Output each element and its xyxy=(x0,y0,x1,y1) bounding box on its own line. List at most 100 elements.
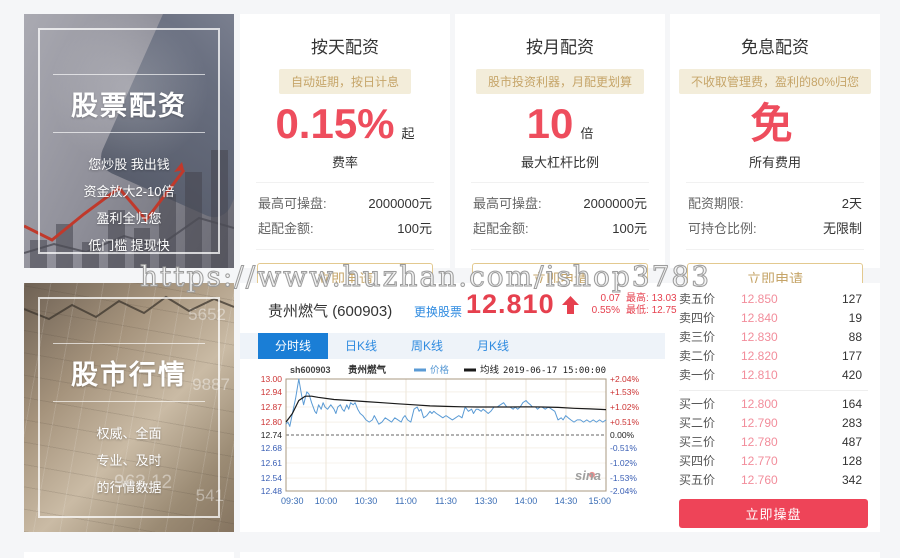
chart-tab-bar: 分时线 日K线 周K线 月K线 xyxy=(240,333,665,359)
svg-text:-2.04%: -2.04% xyxy=(610,486,637,496)
next-section-peek xyxy=(24,552,234,558)
buy-row: 买二价 12.790 283 xyxy=(679,416,862,430)
background-number: 5652 xyxy=(188,305,226,324)
banner-frame: 股市行情 权威、全面 专业、及时 的行情数据 xyxy=(38,297,220,518)
stock-quote-panel: 贵州燃气 (600903) 更换股票 12.810 0.07 0.55% 最高: … xyxy=(240,283,880,532)
plan-card-daily: 按天配资 自动延期，按日计息 0.15% 起 费率 最高可操盘: 2000000元… xyxy=(240,14,450,295)
svg-text:-1.02%: -1.02% xyxy=(610,458,637,468)
banner-stock-financing[interactable]: 股票配资 您炒股 我出钱 资金放大2-10倍 盈利全归您 低门槛 提现快 xyxy=(24,14,234,268)
tab-daily-kline[interactable]: 日K线 xyxy=(345,339,378,353)
plan-title: 按月配资 xyxy=(526,38,594,57)
banner-slogan: 资金放大2-10倍 xyxy=(83,184,175,199)
svg-text:12.68: 12.68 xyxy=(261,443,283,453)
svg-text:价格: 价格 xyxy=(430,364,450,376)
buy-row: 买一价 12.800 164 xyxy=(679,397,862,411)
svg-text:sh600903: sh600903 xyxy=(290,365,331,375)
svg-text:12.74: 12.74 xyxy=(261,430,283,440)
tab-minute-line[interactable]: 分时线 xyxy=(258,333,329,359)
plan-value: 10 xyxy=(526,100,574,147)
change-stock-link[interactable]: 更换股票 xyxy=(414,305,463,319)
background-number: 963.12 xyxy=(114,472,173,493)
svg-text:12.48: 12.48 xyxy=(261,486,283,496)
banner-slogan: 盈利全归您 xyxy=(96,211,162,226)
svg-text:11:00: 11:00 xyxy=(395,496,417,506)
background-number: 9887 xyxy=(192,375,230,394)
banner-title: 股票配资 xyxy=(53,74,205,133)
plan-value-suffix: 起 xyxy=(401,126,415,141)
banner-title: 股市行情 xyxy=(53,343,205,402)
plan-detail-row: 起配金额: 100元 xyxy=(473,221,647,236)
tab-weekly-kline[interactable]: 周K线 xyxy=(411,339,444,353)
plan-value-suffix: 倍 xyxy=(580,126,594,141)
svg-text:10:30: 10:30 xyxy=(355,496,378,506)
plan-value: 免 xyxy=(750,100,793,147)
plan-badge: 不收取管理费，盈利的80%归您 xyxy=(678,69,872,94)
banner-market-quotes[interactable]: 5652 9887 963.12 541 股市行情 权威、全面 专业、及时 的行… xyxy=(24,283,234,532)
sell-row: 卖五价 12.850 127 xyxy=(679,292,862,306)
svg-text:+1.53%: +1.53% xyxy=(610,387,640,397)
next-section-peek xyxy=(240,552,880,558)
svg-text:10:00: 10:00 xyxy=(315,496,338,506)
sell-row: 卖三价 12.830 88 xyxy=(679,330,862,344)
svg-text:13.00: 13.00 xyxy=(261,374,283,384)
order-book: 卖五价 12.850 127 卖四价 12.840 19 卖三价 12.830 88 卖二价… xyxy=(665,283,880,532)
plan-value-label: 费率 xyxy=(331,155,358,170)
banner-slogan: 您炒股 我出钱 xyxy=(88,157,170,172)
operate-now-button[interactable]: 立即操盘 xyxy=(679,499,868,528)
plan-title: 免息配资 xyxy=(741,38,809,57)
buy-row: 买五价 12.760 342 xyxy=(679,473,862,487)
svg-text:09:30: 09:30 xyxy=(281,496,304,506)
svg-text:sina: sina xyxy=(575,468,601,483)
svg-text:+2.04%: +2.04% xyxy=(610,374,640,384)
svg-text:13:30: 13:30 xyxy=(475,496,498,506)
order-book-divider xyxy=(679,390,868,391)
plan-card-monthly: 按月配资 股市投资利器，月配更划算 10 倍 最大杠杆比例 最高可操盘: 2000… xyxy=(455,14,665,295)
background-number: 541 xyxy=(195,486,224,505)
svg-text:+1.02%: +1.02% xyxy=(610,402,640,412)
svg-text:12.61: 12.61 xyxy=(261,458,283,468)
svg-text:15:00: 15:00 xyxy=(588,496,611,506)
banner-frame: 股票配资 您炒股 我出钱 资金放大2-10倍 盈利全归您 低门槛 提现快 xyxy=(38,28,220,254)
plan-detail-row: 可持仓比例: 无限制 xyxy=(688,221,862,236)
plan-detail-row: 最高可操盘: 2000000元 xyxy=(258,196,432,211)
stock-price: 12.810 xyxy=(466,289,555,319)
sell-row: 卖二价 12.820 177 xyxy=(679,349,862,363)
plan-detail-row: 配资期限: 2天 xyxy=(688,196,862,211)
stock-name: 贵州燃气 (600903) xyxy=(268,303,393,320)
svg-text:12.54: 12.54 xyxy=(261,473,283,483)
plan-value-label: 所有费用 xyxy=(748,155,801,170)
banner-slogan: 低门槛 提现快 xyxy=(88,238,170,253)
svg-text:均线: 均线 xyxy=(480,364,500,376)
minute-chart: 09:30 10:00 10:30 11:00 11:30 13:30 14:00 14:30… xyxy=(250,363,655,524)
rising-line-icon xyxy=(24,162,234,254)
plan-value: 0.15% xyxy=(275,100,395,147)
svg-text:贵州燃气: 贵州燃气 xyxy=(348,364,387,376)
high-low: 最高: 13.03 最低: 12.75 xyxy=(626,293,677,316)
svg-text:2019-06-17 15:00:00: 2019-06-17 15:00:00 xyxy=(503,366,606,376)
plan-value-label: 最大杠杆比例 xyxy=(520,155,599,170)
plan-title: 按天配资 xyxy=(311,38,379,57)
banner-slogan: 的行情数据 xyxy=(96,480,162,495)
svg-text:12.80: 12.80 xyxy=(261,417,283,427)
price-change: 0.07 0.55% xyxy=(591,293,620,316)
svg-text:14:30: 14:30 xyxy=(555,496,578,506)
tab-monthly-kline[interactable]: 月K线 xyxy=(477,339,510,353)
svg-text:11:30: 11:30 xyxy=(435,496,457,506)
sell-row: 卖四价 12.840 19 xyxy=(679,311,862,325)
sell-row: 卖一价 12.810 420 xyxy=(679,368,862,382)
plan-badge: 自动延期，按日计息 xyxy=(278,69,411,94)
zigzag-line-icon xyxy=(24,295,234,321)
buy-row: 买四价 12.770 128 xyxy=(679,454,862,468)
banner-glow-decoration xyxy=(44,14,214,164)
svg-text:14:00: 14:00 xyxy=(515,496,538,506)
svg-text:+0.51%: +0.51% xyxy=(610,417,640,427)
svg-text:0.00%: 0.00% xyxy=(610,430,635,440)
plan-detail-row: 起配金额: 100元 xyxy=(258,221,432,236)
svg-text:12.94: 12.94 xyxy=(261,387,283,397)
buy-row: 买三价 12.780 487 xyxy=(679,435,862,449)
up-arrow-icon xyxy=(562,296,579,314)
plan-card-interest-free: 免息配资 不收取管理费，盈利的80%归您 免 所有费用 配资期限: 2天 可持仓比… xyxy=(670,14,880,295)
svg-text:-0.51%: -0.51% xyxy=(610,443,637,453)
banner-slogan: 权威、全面 xyxy=(96,426,162,441)
plan-detail-row: 最高可操盘: 2000000元 xyxy=(473,196,647,211)
